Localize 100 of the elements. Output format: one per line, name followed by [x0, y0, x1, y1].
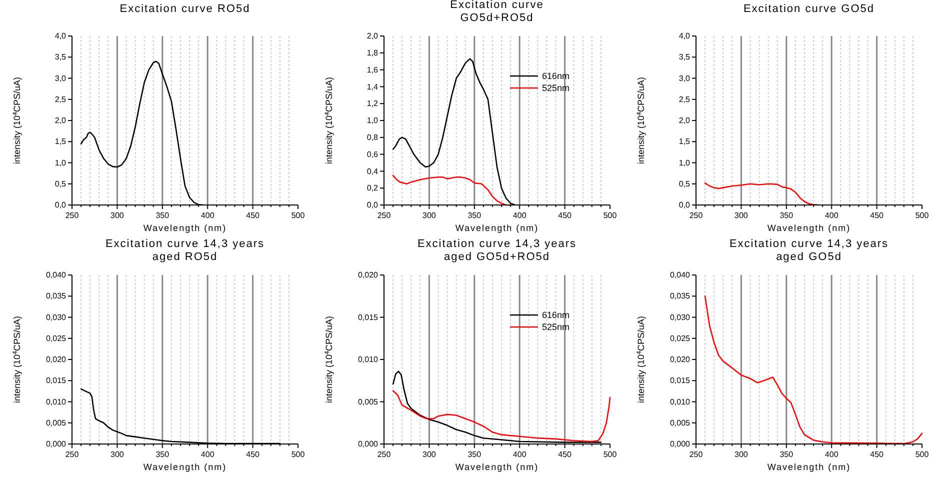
x-axis-title: Wavelength (nm) [455, 462, 539, 472]
chart-title: Excitation curve RO5d [120, 3, 250, 15]
y-tick-label: 2,5 [678, 94, 691, 104]
y-tick-label: 0,000 [670, 440, 691, 449]
y-tick-label: 0,020 [46, 355, 67, 364]
y-tick-label: 2,5 [54, 94, 67, 104]
x-tick-label: 350 [156, 450, 170, 459]
x-tick-label: 250 [689, 211, 704, 220]
y-tick-label: 3,0 [678, 74, 691, 83]
x-tick-label: 450 [246, 450, 260, 459]
y-tick-label: 0,020 [670, 355, 691, 364]
legend-label: 525nm [542, 82, 570, 93]
y-tick-label: 0,030 [670, 312, 691, 322]
y-tick-label: 0,005 [46, 418, 67, 428]
y-tick-label: 3,5 [678, 52, 691, 62]
chart-title: Excitation curve 14,3 years aged GO5d+RO5d [417, 238, 577, 263]
x-tick-label: 250 [377, 211, 392, 220]
x-tick-label: 300 [110, 450, 124, 459]
y-tick-label: 0,040 [670, 270, 691, 280]
x-tick-label: 400 [824, 211, 839, 220]
y-tick-label: 4,0 [54, 32, 67, 41]
x-tick-label: 350 [468, 211, 482, 220]
x-tick-label: 500 [603, 211, 618, 220]
y-tick-label: 0,010 [46, 397, 67, 406]
y-tick-label: 0,6 [366, 150, 379, 159]
y-tick-label: 0,0 [678, 200, 691, 210]
x-tick-label: 500 [915, 211, 930, 220]
y-tick-label: 0,5 [678, 179, 691, 188]
y-tick-label: 1,0 [366, 116, 379, 126]
x-tick-label: 300 [110, 211, 124, 220]
x-tick-label: 250 [65, 211, 80, 220]
x-tick-label: 350 [156, 211, 170, 220]
y-tick-label: 0,2 [366, 184, 379, 193]
y-tick-label: 1,0 [54, 158, 67, 168]
y-tick-label: 0,040 [46, 270, 67, 280]
y-tick-label: 1,0 [678, 158, 691, 168]
y-tick-label: 0,015 [46, 376, 67, 386]
x-tick-label: 450 [246, 211, 260, 220]
x-tick-label: 400 [200, 450, 215, 459]
y-tick-label: 3,0 [54, 74, 67, 83]
x-tick-label: 350 [468, 450, 482, 459]
x-tick-label: 450 [558, 211, 572, 220]
y-tick-label: 0,015 [670, 376, 691, 386]
y-tick-label: 2,0 [54, 116, 67, 126]
legend-label: 616nm [542, 70, 570, 81]
y-tick-label: 0,000 [358, 440, 379, 449]
x-tick-label: 450 [870, 450, 884, 459]
y-tick-label: 0,015 [358, 312, 379, 322]
y-tick-label: 0,005 [358, 397, 379, 406]
x-axis-title: Wavelength (nm) [455, 223, 539, 233]
y-tick-label: 0,010 [358, 355, 379, 364]
y-tick-label: 0,035 [670, 292, 691, 301]
chart-title: Excitation curve 14,3 years aged GO5d [729, 238, 889, 263]
y-tick-label: 1,8 [366, 48, 379, 58]
y-tick-label: 0,010 [670, 397, 691, 406]
y-tick-label: 1,5 [678, 137, 691, 146]
y-tick-label: 0,4 [366, 166, 379, 176]
x-tick-label: 450 [870, 211, 884, 220]
y-tick-label: 0,5 [54, 179, 67, 188]
x-tick-label: 400 [512, 450, 527, 459]
legend-label: 525nm [542, 322, 570, 332]
x-tick-label: 500 [915, 450, 930, 459]
x-tick-label: 400 [200, 211, 215, 220]
x-tick-label: 500 [291, 450, 306, 459]
y-tick-label: 0,025 [670, 334, 691, 343]
chart-title: Excitation curve GO5d+RO5d [450, 0, 544, 24]
x-axis-title: Wavelength (nm) [143, 223, 227, 233]
y-tick-label: 2,0 [678, 116, 691, 126]
y-tick-label: 1,4 [366, 82, 379, 92]
x-axis-title: Wavelength (nm) [767, 462, 851, 472]
x-tick-label: 400 [824, 450, 839, 459]
y-tick-label: 1,2 [366, 99, 379, 108]
x-tick-label: 300 [422, 450, 436, 459]
x-tick-label: 500 [603, 450, 618, 459]
y-tick-label: 0,020 [358, 270, 379, 280]
x-tick-label: 250 [377, 450, 392, 459]
x-tick-label: 250 [65, 450, 80, 459]
y-tick-label: 1,6 [366, 65, 379, 74]
y-tick-label: 0,005 [670, 418, 691, 428]
y-tick-label: 0,030 [46, 312, 67, 322]
x-tick-label: 300 [422, 211, 436, 220]
chart-title: Excitation curve 14,3 years aged RO5d [105, 238, 265, 263]
y-tick-label: 0,025 [46, 334, 67, 343]
y-tick-label: 4,0 [678, 32, 691, 41]
x-tick-label: 250 [689, 450, 704, 459]
x-tick-label: 300 [734, 211, 748, 220]
x-tick-label: 450 [558, 450, 572, 459]
y-tick-label: 0,8 [366, 132, 379, 142]
x-tick-label: 300 [734, 450, 748, 459]
x-tick-label: 350 [780, 450, 794, 459]
chart-title: Excitation curve GO5d [743, 3, 875, 15]
y-tick-label: 0,035 [46, 292, 67, 301]
y-tick-label: 0,000 [46, 440, 67, 449]
x-tick-label: 500 [291, 211, 306, 220]
legend-label: 616nm [542, 310, 570, 320]
x-axis-title: Wavelength (nm) [143, 462, 227, 472]
y-tick-label: 0,0 [366, 200, 379, 210]
x-tick-label: 350 [780, 211, 794, 220]
y-tick-label: 2,0 [366, 32, 379, 41]
y-tick-label: 0,0 [54, 200, 67, 210]
